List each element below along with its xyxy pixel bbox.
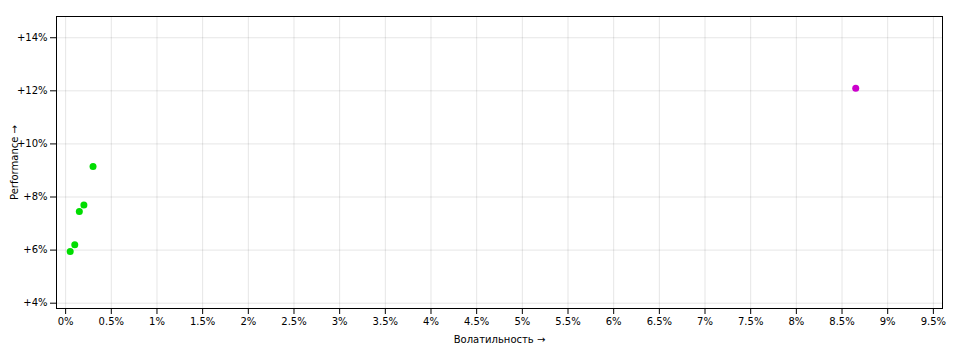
svg-text:2.5%: 2.5%	[281, 316, 306, 327]
svg-text:8%: 8%	[788, 316, 804, 327]
svg-text:1%: 1%	[149, 316, 165, 327]
svg-text:5.5%: 5.5%	[555, 316, 580, 327]
svg-text:3%: 3%	[332, 316, 348, 327]
svg-text:+6%: +6%	[23, 244, 47, 255]
svg-text:5%: 5%	[514, 316, 530, 327]
svg-text:+10%: +10%	[17, 138, 48, 149]
svg-text:3.5%: 3.5%	[373, 316, 398, 327]
svg-text:Волатильность →: Волатильность →	[454, 334, 546, 345]
svg-text:8.5%: 8.5%	[829, 316, 854, 327]
svg-text:1.5%: 1.5%	[190, 316, 215, 327]
svg-text:7%: 7%	[697, 316, 713, 327]
svg-text:2%: 2%	[240, 316, 256, 327]
svg-text:4%: 4%	[423, 316, 439, 327]
svg-text:9.5%: 9.5%	[921, 316, 946, 327]
svg-text:6.5%: 6.5%	[647, 316, 672, 327]
svg-text:7.5%: 7.5%	[738, 316, 763, 327]
svg-text:+8%: +8%	[23, 191, 47, 202]
svg-text:4.5%: 4.5%	[464, 316, 489, 327]
svg-text:+12%: +12%	[17, 85, 48, 96]
svg-text:0%: 0%	[58, 316, 74, 327]
svg-text:0.5%: 0.5%	[99, 316, 124, 327]
svg-text:6%: 6%	[606, 316, 622, 327]
svg-text:9%: 9%	[880, 316, 896, 327]
svg-text:+4%: +4%	[23, 297, 47, 308]
svg-text:Performance →: Performance →	[9, 125, 20, 200]
svg-text:+14%: +14%	[17, 32, 48, 43]
